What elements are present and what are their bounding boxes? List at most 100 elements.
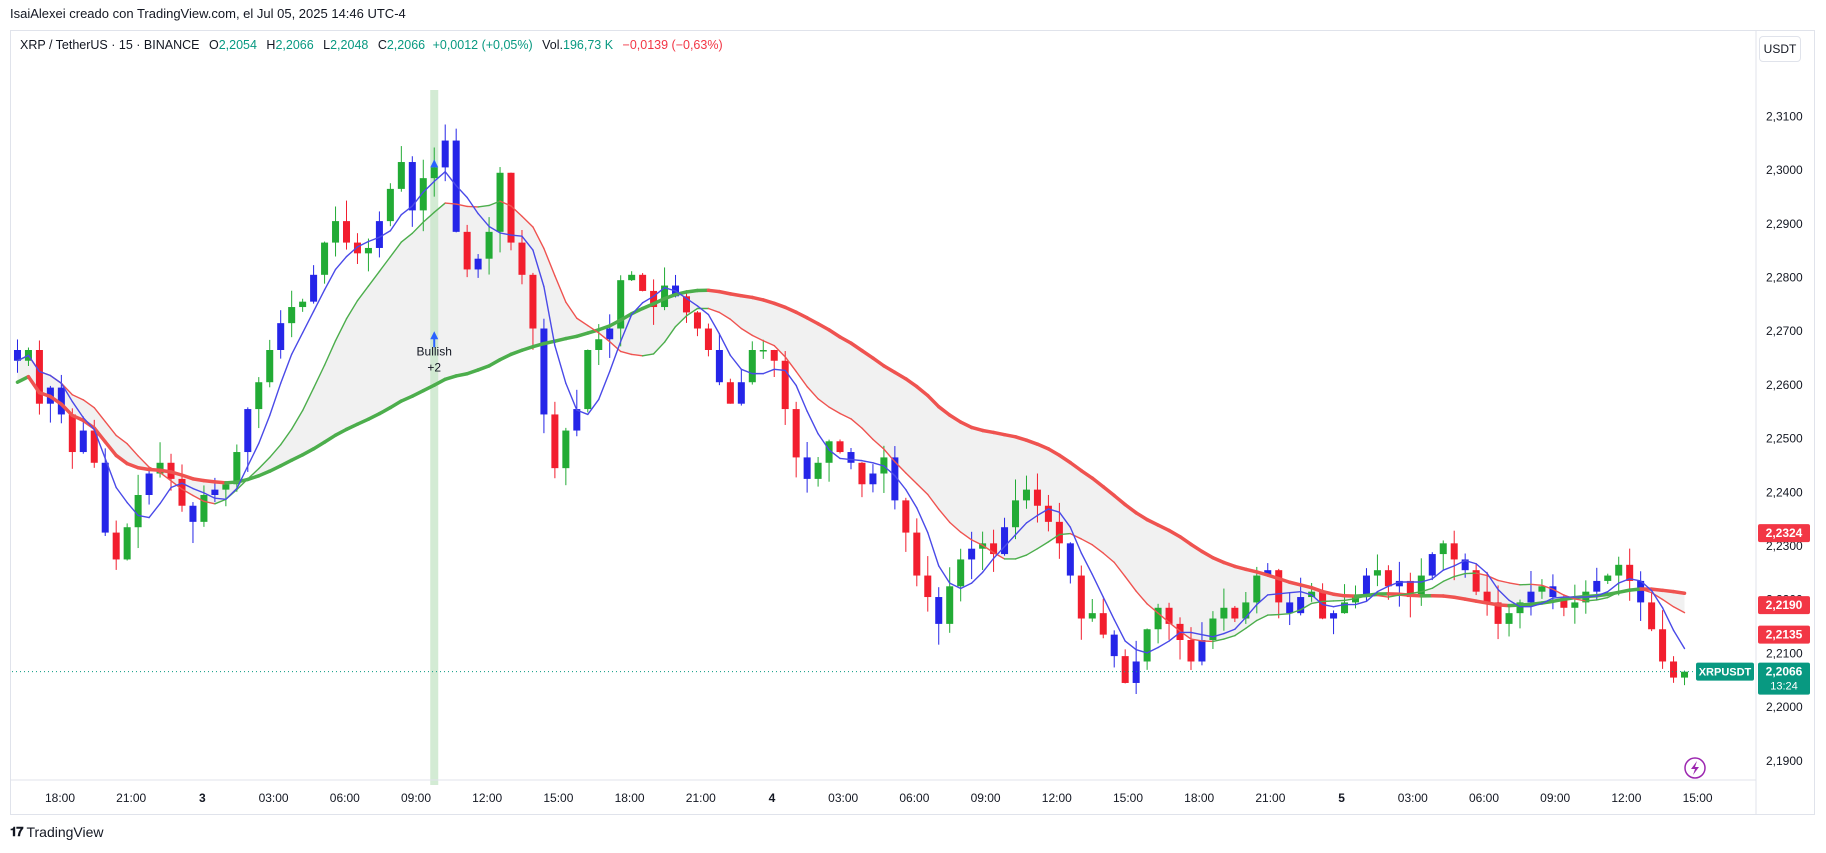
slow-ma-segment — [432, 377, 447, 387]
fast-ma-segment — [1135, 648, 1148, 654]
signal-sublabel: +2 — [427, 360, 441, 374]
candle — [1341, 584, 1349, 614]
y-tick-label: 2,2500 — [1766, 432, 1803, 446]
candle — [1143, 628, 1151, 670]
price-label: 2,2324 — [1758, 524, 1810, 543]
candle-body — [990, 543, 998, 555]
tradingview-logo-icon: 𝟏𝟕 — [10, 824, 24, 839]
legend-close-value: 2,2066 — [386, 38, 426, 52]
mid-ma-segment — [269, 444, 282, 459]
mid-ma-segment — [861, 427, 874, 441]
slow-ma-segment — [1320, 589, 1336, 596]
mid-ma-segment — [598, 332, 611, 343]
candle-body — [661, 285, 669, 308]
candle — [1450, 530, 1458, 581]
candle-body — [781, 360, 789, 410]
fast-ma-segment — [93, 428, 106, 460]
fast-ma-segment — [663, 287, 677, 292]
candle-body — [112, 532, 120, 560]
mid-ma-segment — [1299, 602, 1313, 611]
slow-ma-segment — [597, 324, 612, 332]
fast-ma-segment — [674, 290, 688, 300]
slow-ma-segment — [1529, 601, 1544, 607]
candle-body — [496, 172, 504, 232]
mid-ma-segment — [718, 311, 732, 320]
fast-ma-segment — [1530, 602, 1543, 608]
candle — [770, 349, 778, 377]
candle — [1538, 579, 1546, 599]
slow-ma-segment — [1452, 595, 1467, 601]
x-tick-label: 06:00 — [1469, 791, 1499, 805]
slow-ma-segment — [673, 290, 689, 297]
candle — [452, 128, 460, 233]
fast-ma-segment — [247, 442, 260, 467]
fast-ma-segment — [60, 382, 74, 403]
legend-symbol[interactable]: XRP / TetherUS · 15 · BINANCE — [20, 38, 200, 52]
slow-ma-segment — [169, 470, 184, 477]
mid-ma-segment — [1420, 587, 1433, 593]
slow-ma-segment — [246, 474, 261, 482]
mid-ma-segment — [1036, 541, 1050, 550]
candle — [1088, 598, 1096, 622]
slow-ma-segment — [980, 428, 996, 435]
slow-ma-segment — [882, 364, 897, 375]
fast-ma-segment — [1223, 628, 1236, 635]
candle — [836, 439, 844, 454]
candle — [321, 241, 329, 284]
candle — [639, 273, 647, 292]
mid-ma-segment — [959, 531, 973, 541]
candle — [562, 427, 570, 486]
fast-ma-segment — [598, 370, 611, 401]
fast-ma-segment — [192, 487, 205, 494]
x-tick-label: 09:00 — [971, 791, 1001, 805]
fast-ma-segment — [894, 474, 907, 491]
candle-body — [1044, 505, 1052, 522]
candle — [1648, 592, 1656, 632]
candle — [1022, 475, 1030, 509]
slow-ma-segment — [1255, 570, 1270, 577]
candle-body — [1461, 559, 1469, 571]
fast-ma-segment — [1628, 578, 1642, 582]
mid-ma-segment — [872, 438, 885, 450]
fast-ma-segment — [850, 458, 863, 462]
lightning-icon-bolt — [1691, 761, 1699, 775]
slow-ma-segment — [1408, 593, 1424, 598]
candle-body — [1231, 607, 1239, 619]
mid-ma-segment — [236, 478, 249, 491]
candle-body — [715, 350, 723, 383]
slow-ma-segment — [1145, 517, 1160, 527]
candle-body — [891, 457, 899, 501]
mid-ma-segment — [1135, 590, 1148, 605]
last-price-bg — [1758, 662, 1810, 695]
slow-ma-segment — [125, 461, 140, 470]
slow-ma-segment — [136, 465, 151, 472]
currency-button[interactable]: USDT — [1759, 36, 1801, 62]
signal-band — [430, 90, 439, 785]
fast-ma-segment — [554, 345, 567, 384]
candle-body — [924, 575, 932, 598]
slow-ma-segment — [1189, 542, 1204, 554]
candle-body — [1033, 489, 1041, 506]
candle-body — [1648, 602, 1656, 630]
slow-ma-segment — [1331, 592, 1347, 598]
candle-body — [364, 247, 372, 254]
fast-ma-segment — [170, 482, 183, 489]
fast-ma-segment — [959, 582, 973, 590]
slow-ma-segment — [553, 336, 568, 343]
slow-ma-segment — [487, 357, 502, 368]
last-price-text: 2,2066 — [1766, 665, 1803, 679]
fast-ma-segment — [1168, 631, 1181, 642]
fast-ma-segment — [1354, 600, 1368, 606]
candle — [617, 275, 625, 347]
candle-body — [1472, 570, 1480, 592]
candle-body — [1560, 597, 1568, 608]
candle — [869, 464, 877, 493]
fast-ma-segment — [1464, 559, 1477, 565]
fast-ma-segment — [1113, 618, 1126, 642]
slow-ma-segment — [662, 292, 678, 301]
slow-ma-segment — [772, 301, 787, 310]
mid-ma-segment — [279, 428, 293, 446]
candle-body — [1505, 613, 1513, 624]
slow-ma-segment — [1441, 594, 1456, 600]
